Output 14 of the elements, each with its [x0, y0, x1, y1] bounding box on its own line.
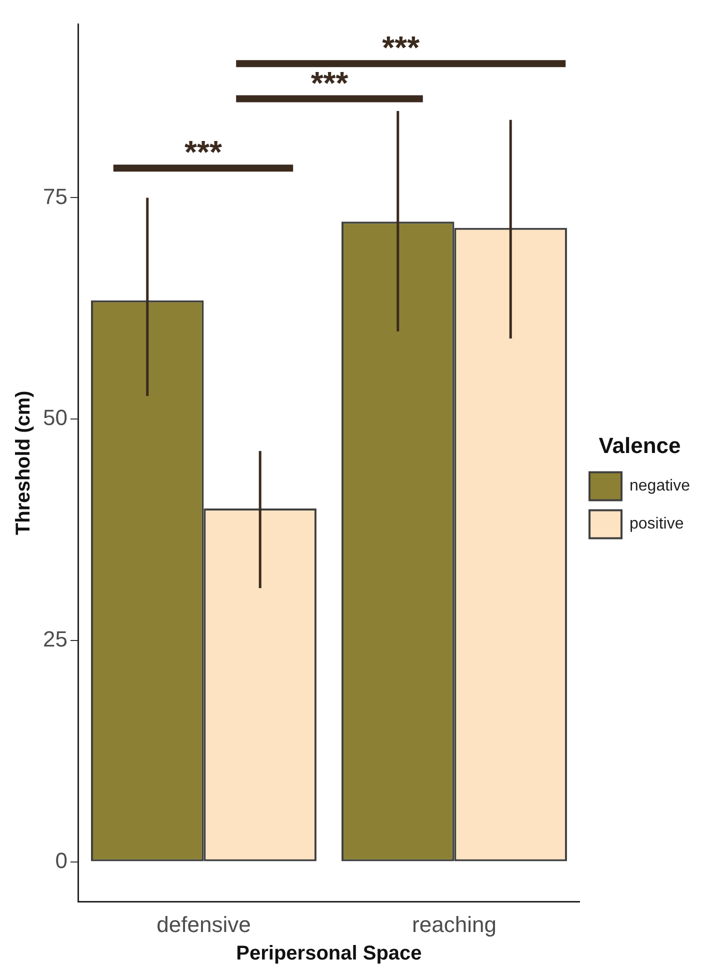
annotation: ***	[184, 134, 222, 170]
y-tick-label: 0	[55, 848, 68, 873]
x-tick-label: reaching	[412, 912, 496, 937]
annotation: ***	[310, 64, 349, 101]
legend-label: positive	[630, 516, 684, 533]
x-tick-label: defensive	[156, 912, 251, 937]
y-tick-label: 75	[42, 184, 68, 209]
y-tick-label: 25	[42, 626, 68, 652]
legend-title: Valence	[598, 432, 681, 458]
y-tick-label: 50	[42, 405, 68, 430]
legend-label: negative	[630, 478, 690, 495]
annotation: ***	[382, 30, 420, 66]
x-axis-title: Peripersonal Space	[236, 942, 422, 965]
y-axis-title: Threshold (cm)	[12, 390, 35, 536]
